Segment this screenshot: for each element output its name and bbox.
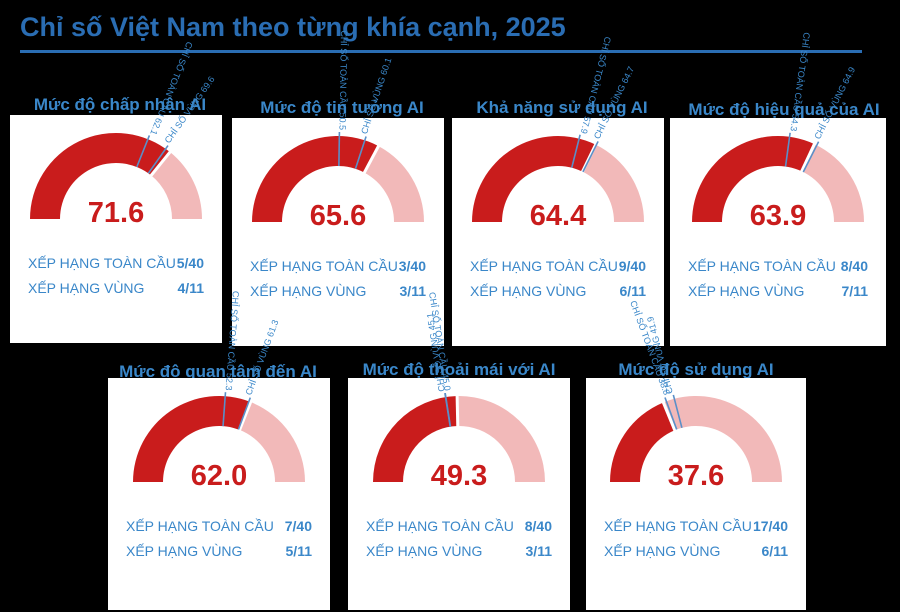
gauge-score-arc	[30, 133, 170, 219]
gauge-remaining-arc	[457, 396, 545, 482]
gauge-card: CHỈ SỐ TOÀN CẦU 62.1 CHỈ SỐ VÙNG 69.6 71.6…	[10, 40, 222, 343]
global-index-label: CHỈ SỐ TOÀN CẦU 50.5	[337, 30, 350, 130]
gauge-svg: CHỈ SỐ TOÀN CẦU 50.5 CHỈ SỐ VÙNG 60.1	[252, 30, 424, 222]
global-rank-value: 8/40	[840, 258, 868, 274]
gauge-score-value: 49.3	[430, 460, 488, 492]
gauge-svg: CHỈ SỐ TOÀN CẦU 52.3 CHỈ SỐ VÙNG 61.3	[133, 291, 305, 482]
regional-index-marker	[147, 145, 169, 174]
regional-rank-label: XẾP HẠNG VÙNG	[604, 543, 721, 559]
regional-rank-value: 5/11	[285, 543, 312, 559]
regional-index-marker	[672, 394, 683, 429]
gauge-remaining-arc	[239, 402, 305, 482]
global-rank-label: XẾP HẠNG TOÀN CẦU	[366, 518, 514, 534]
page-title: Chỉ số Việt Nam theo từng khía cạnh, 202…	[20, 12, 566, 42]
gauge-title: Khả năng sử dụng AI	[476, 98, 648, 117]
regional-index-marker	[582, 141, 599, 173]
global-index-marker	[784, 132, 791, 167]
gauge-score-value: 71.6	[87, 197, 145, 229]
regional-index-label: CHỈ SỐ VÙNG 60.1	[358, 56, 393, 135]
regional-index-marker	[237, 397, 252, 430]
gauge-score-divider	[455, 394, 460, 428]
global-rank-value: 17/40	[752, 518, 788, 534]
regional-rank-label: XẾP HẠNG VÙNG	[126, 543, 243, 559]
regional-rank-label: XẾP HẠNG VÙNG	[28, 280, 145, 296]
global-rank-label: XẾP HẠNG TOÀN CẦU	[604, 518, 752, 534]
gauge-remaining-arc	[801, 144, 864, 222]
global-index-marker	[338, 131, 341, 167]
global-index-marker	[136, 135, 151, 168]
gauge-score-divider	[799, 142, 817, 173]
gauge-card: CHỈ SỐ TOÀN CẦU 54.3 CHỈ SỐ VÙNG 64.9 63.9…	[670, 32, 886, 346]
global-index-label: CHỈ SỐ TOÀN CẦU 62.1	[148, 40, 195, 137]
gauge-title: Mức độ chấp nhận AI	[33, 95, 207, 114]
gauge-title: Mức độ tin tưởng AI	[260, 98, 424, 117]
gauge-score-arc	[610, 402, 675, 482]
gauge-title: Mức độ thoải mái với AI	[362, 360, 556, 379]
regional-index-marker	[444, 392, 452, 427]
global-index-marker	[664, 397, 678, 430]
gauge-score-value: 62.0	[190, 460, 248, 492]
gauge-svg: CHỈ SỐ TOÀN CẦU 54.3 CHỈ SỐ VÙNG 64.9	[692, 32, 864, 222]
regional-rank-label: XẾP HẠNG VÙNG	[688, 283, 805, 299]
gauge-score-value: 63.9	[749, 200, 807, 232]
global-rank-label: XẾP HẠNG TOÀN CẦU	[470, 258, 618, 274]
gauge-card: CHỈ SỐ TOÀN CẦU 45.0 CHỈ SỐ VÙNG 45.1 49.3…	[348, 291, 570, 610]
gauge-title: Mức độ hiệu quả của AI	[688, 100, 880, 119]
gauge-score-arc	[373, 396, 458, 482]
gauge-card: CHỈ SỐ TOÀN CẦU 50.5 CHỈ SỐ VÙNG 60.1 65.6…	[232, 30, 444, 346]
global-rank-value: 5/40	[176, 255, 204, 271]
regional-rank-value: 3/11	[525, 543, 552, 559]
gauge-score-divider	[362, 144, 381, 175]
gauge-remaining-arc	[151, 152, 202, 219]
gauge-score-arc	[133, 396, 251, 482]
regional-rank-value: 4/11	[177, 280, 204, 296]
gauge-remaining-arc	[663, 396, 782, 482]
global-rank-label: XẾP HẠNG TOÀN CẦU	[126, 518, 274, 534]
global-rank-label: XẾP HẠNG TOÀN CẦU	[250, 258, 398, 274]
regional-rank-value: 3/11	[399, 283, 426, 299]
global-rank-value: 8/40	[524, 518, 552, 534]
regional-rank-label: XẾP HẠNG VÙNG	[250, 283, 367, 299]
gauge-score-divider	[237, 400, 253, 432]
regional-rank-label: XẾP HẠNG VÙNG	[366, 543, 483, 559]
gauge-score-arc	[252, 136, 379, 222]
gauge-title: Mức độ sử dụng AI	[618, 360, 774, 379]
global-rank-label: XẾP HẠNG TOÀN CẦU	[688, 258, 836, 274]
regional-rank-value: 6/11	[619, 283, 646, 299]
gauge-title: Mức độ quan tâm đến AI	[119, 362, 317, 381]
gauge-remaining-arc	[582, 144, 644, 222]
global-rank-label: XẾP HẠNG TOÀN CẦU	[28, 255, 176, 271]
gauge-score-value: 65.6	[309, 200, 367, 232]
gauge-score-value: 64.4	[529, 200, 587, 232]
regional-rank-value: 6/11	[761, 543, 788, 559]
gauge-card: CHỈ SỐ TOÀN CẦU 52.3 CHỈ SỐ VÙNG 61.3 62.0…	[108, 291, 330, 610]
global-index-marker	[570, 134, 581, 168]
regional-index-marker	[802, 141, 820, 173]
regional-rank-label: XẾP HẠNG VÙNG	[470, 283, 587, 299]
global-index-marker	[222, 392, 227, 427]
gauge-score-divider	[661, 400, 677, 432]
gauge-card: CHỈ SỐ TOÀN CẦU 38.8 CHỈ SỐ VÙNG 41.9 37.6…	[586, 299, 806, 610]
title-divider	[20, 50, 862, 53]
global-rank-value: 9/40	[618, 258, 646, 274]
gauge-score-value: 37.6	[667, 460, 725, 492]
gauge-score-divider	[149, 150, 172, 178]
global-rank-value: 7/40	[284, 518, 312, 534]
gauge-score-arc	[692, 136, 815, 222]
regional-rank-value: 7/11	[841, 283, 868, 299]
gauge-score-arc	[472, 136, 596, 222]
regional-index-marker	[354, 136, 367, 170]
global-rank-value: 3/40	[398, 258, 426, 274]
gauge-remaining-arc	[364, 146, 424, 222]
